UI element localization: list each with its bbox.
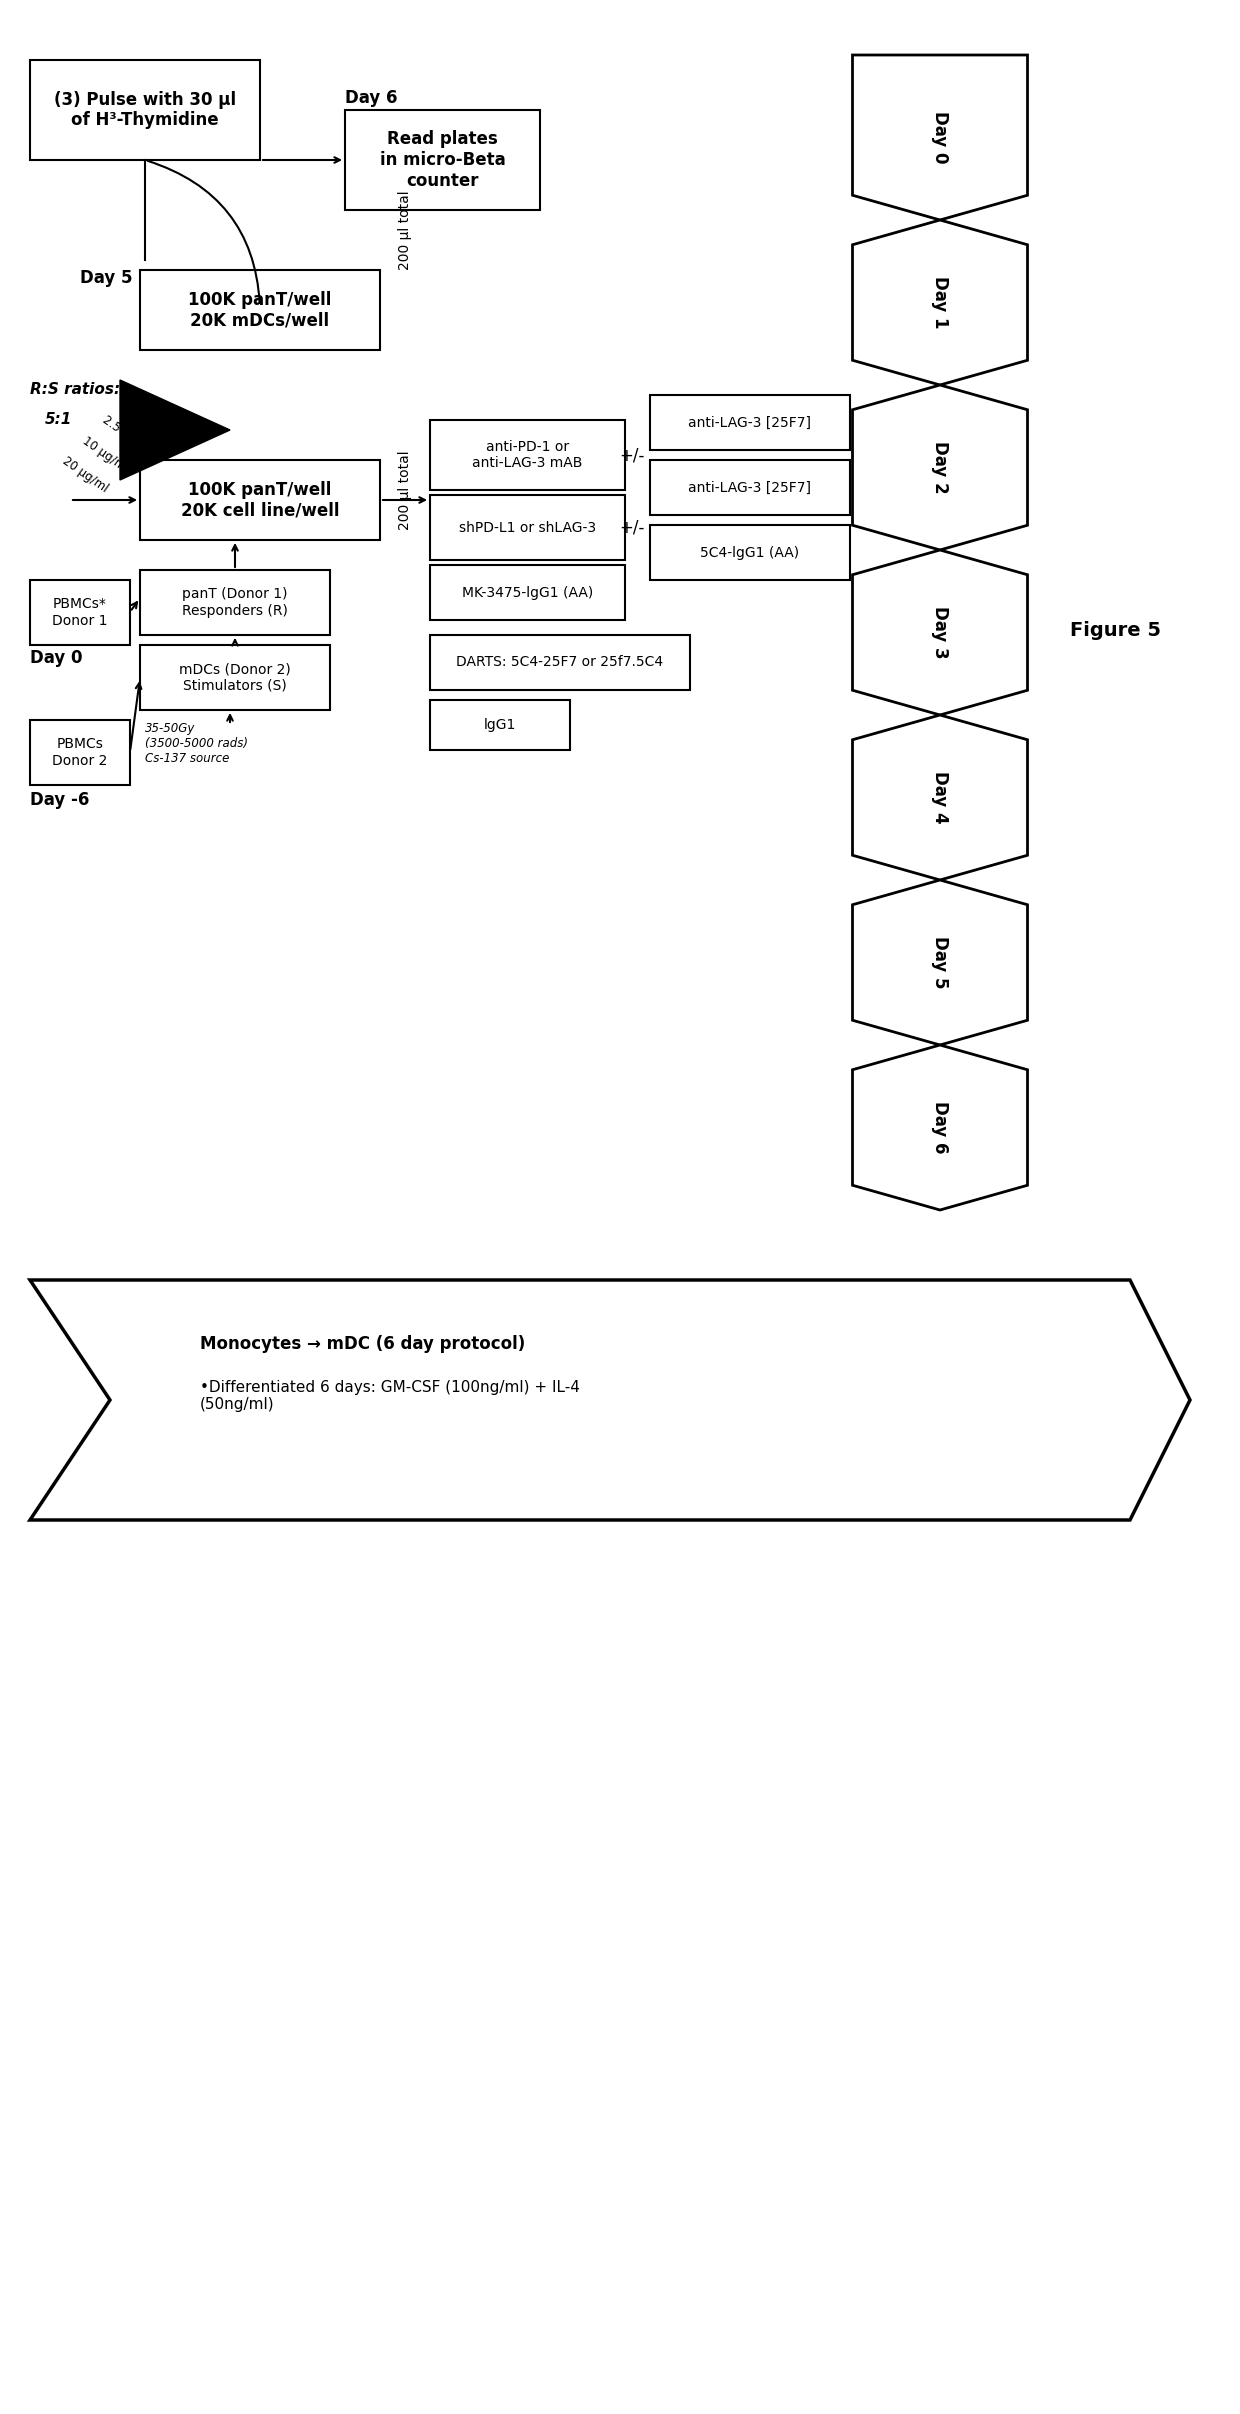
Text: MK-3475-lgG1 (AA): MK-3475-lgG1 (AA) (461, 587, 593, 599)
Polygon shape (853, 56, 1028, 220)
Text: +/-: +/- (619, 519, 645, 536)
Text: (3) Pulse with 30 μl
of H³-Thymidine: (3) Pulse with 30 μl of H³-Thymidine (53, 92, 236, 130)
Bar (650, 524, 849, 579)
Text: 100K panT/well
20K mDCs/well: 100K panT/well 20K mDCs/well (188, 290, 331, 328)
Text: PBMCs
Donor 2: PBMCs Donor 2 (52, 736, 108, 768)
Polygon shape (853, 881, 1028, 1045)
Text: Day 0: Day 0 (931, 111, 949, 164)
Bar (650, 396, 849, 449)
Text: shPD-L1 or shLAG-3: shPD-L1 or shLAG-3 (459, 521, 596, 533)
Text: anti-LAG-3 [25F7]: anti-LAG-3 [25F7] (688, 480, 811, 495)
Polygon shape (853, 550, 1028, 715)
Text: anti-PD-1 or
anti-LAG-3 mAB: anti-PD-1 or anti-LAG-3 mAB (472, 439, 583, 471)
Bar (140, 270, 379, 350)
Text: 2.5 μg/ml: 2.5 μg/ml (100, 413, 154, 456)
Text: 10 μg/ml: 10 μg/ml (81, 435, 130, 476)
Text: Day 1: Day 1 (931, 275, 949, 328)
Text: Day 2: Day 2 (931, 442, 949, 495)
Text: Day 6: Day 6 (345, 89, 398, 106)
Polygon shape (120, 379, 229, 480)
Text: 100K panT/well
20K cell line/well: 100K panT/well 20K cell line/well (181, 480, 340, 519)
Bar (430, 495, 625, 560)
Text: •Differentiated 6 days: GM-CSF (100ng/ml) + IL-4
(50ng/ml): •Differentiated 6 days: GM-CSF (100ng/ml… (200, 1381, 580, 1412)
Bar (30, 60, 260, 159)
Polygon shape (853, 715, 1028, 881)
Bar (30, 719, 130, 785)
Text: Monocytes → mDC (6 day protocol): Monocytes → mDC (6 day protocol) (200, 1335, 526, 1352)
Bar (650, 461, 849, 514)
Text: Day 5: Day 5 (931, 937, 949, 990)
Text: Day 6: Day 6 (931, 1101, 949, 1154)
Bar (140, 645, 330, 710)
Bar (430, 420, 625, 490)
Text: 5:1: 5:1 (45, 413, 72, 427)
Text: panT (Donor 1)
Responders (R): panT (Donor 1) Responders (R) (182, 587, 288, 618)
Bar (30, 579, 130, 645)
Bar (430, 565, 625, 620)
Text: DARTS: 5C4-25F7 or 25f7.5C4: DARTS: 5C4-25F7 or 25f7.5C4 (456, 657, 663, 669)
Polygon shape (853, 220, 1028, 384)
Text: Figure 5: Figure 5 (1069, 620, 1161, 640)
Text: Read plates
in micro-Beta
counter: Read plates in micro-Beta counter (379, 130, 506, 191)
Text: Day 3: Day 3 (931, 606, 949, 659)
Polygon shape (853, 384, 1028, 550)
Bar (140, 570, 330, 635)
Text: lgG1: lgG1 (484, 717, 516, 731)
Text: R:S ratios:: R:S ratios: (30, 381, 120, 398)
Text: 200 μl total: 200 μl total (398, 449, 412, 529)
Bar (140, 461, 379, 541)
Polygon shape (30, 1279, 1190, 1521)
Text: Day 0: Day 0 (30, 649, 83, 666)
Text: 35-50Gy
(3500-5000 rads)
Cs-137 source: 35-50Gy (3500-5000 rads) Cs-137 source (145, 722, 248, 765)
Text: 200 μl total: 200 μl total (398, 191, 412, 270)
Text: +/-: +/- (619, 447, 645, 463)
Text: Day 5: Day 5 (81, 268, 133, 287)
Bar (430, 635, 689, 690)
Text: 5C4-lgG1 (AA): 5C4-lgG1 (AA) (701, 546, 800, 560)
Text: Day 4: Day 4 (931, 770, 949, 823)
Text: Day -6: Day -6 (30, 792, 89, 809)
Text: mDCs (Donor 2)
Stimulators (S): mDCs (Donor 2) Stimulators (S) (179, 661, 291, 693)
FancyArrowPatch shape (148, 162, 260, 302)
Text: 1 μg/ml: 1 μg/ml (120, 396, 165, 432)
Bar (430, 700, 570, 751)
Text: 20 μg/ml: 20 μg/ml (60, 454, 110, 495)
Bar (345, 111, 539, 210)
Text: PBMCs*
Donor 1: PBMCs* Donor 1 (52, 596, 108, 628)
Text: anti-LAG-3 [25F7]: anti-LAG-3 [25F7] (688, 415, 811, 430)
Polygon shape (853, 1045, 1028, 1209)
